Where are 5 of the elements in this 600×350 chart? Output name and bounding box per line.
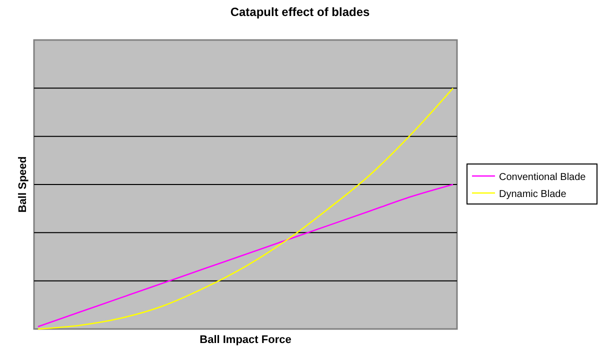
- y-axis-title: Ball Speed: [17, 156, 29, 213]
- legend-label: Conventional Blade: [499, 172, 586, 183]
- legend-label: Dynamic Blade: [499, 189, 567, 200]
- x-axis-title: Ball Impact Force: [200, 334, 292, 346]
- chart-title: Catapult effect of blades: [230, 5, 370, 19]
